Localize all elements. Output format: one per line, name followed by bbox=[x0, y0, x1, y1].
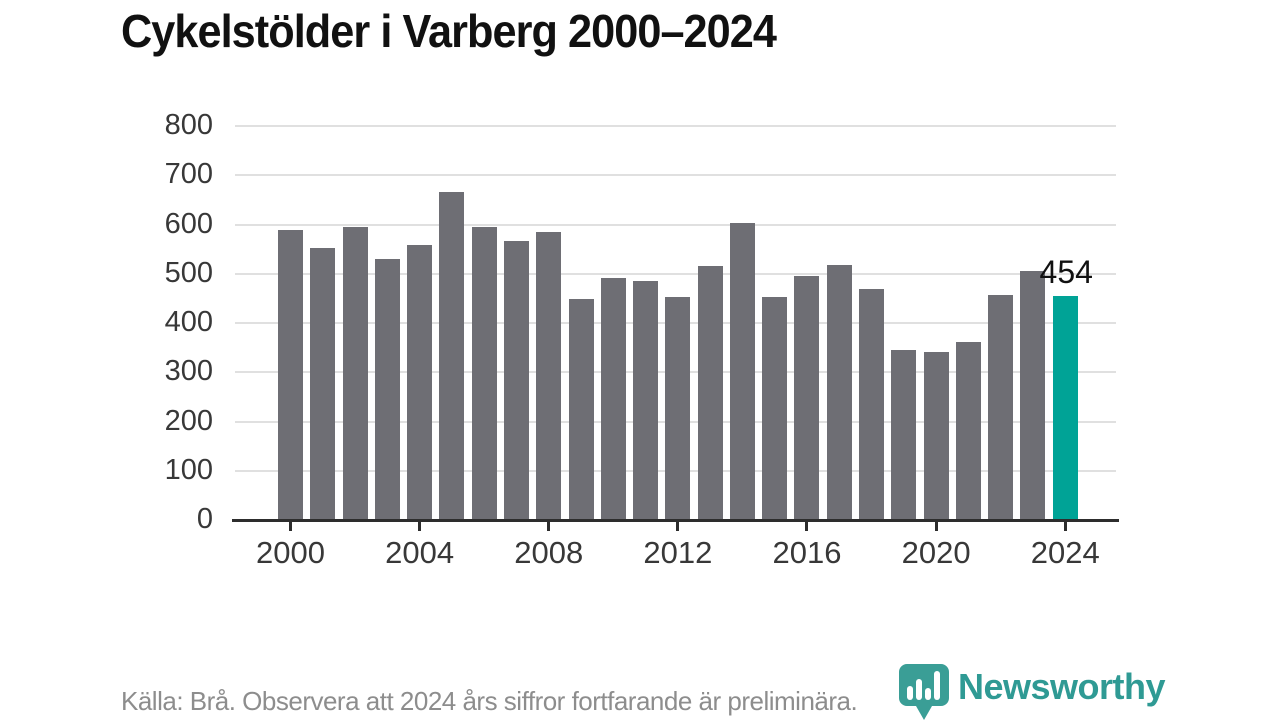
bar-2012 bbox=[665, 297, 691, 520]
bar-2002 bbox=[342, 226, 368, 520]
bar-2006 bbox=[471, 227, 497, 520]
bar-2017 bbox=[826, 264, 852, 520]
bar-2019 bbox=[891, 349, 917, 520]
bar-2015 bbox=[762, 296, 788, 520]
x-tick-label-2000: 2000 bbox=[256, 535, 325, 570]
bar-2014 bbox=[729, 222, 755, 520]
bar-2007 bbox=[503, 240, 529, 520]
bar-2016 bbox=[794, 276, 820, 520]
source-note: Källa: Brå. Observera att 2024 års siffr… bbox=[121, 686, 858, 716]
bar-2009 bbox=[568, 299, 594, 520]
bar-2011 bbox=[633, 281, 659, 520]
x-tick-label-2004: 2004 bbox=[385, 535, 455, 570]
y-tick-label-500: 500 bbox=[164, 256, 213, 289]
bar-2010 bbox=[600, 277, 626, 520]
bar-2005 bbox=[439, 191, 465, 520]
x-tick-label-2008: 2008 bbox=[514, 535, 584, 570]
y-tick-label-400: 400 bbox=[164, 305, 213, 338]
y-tick-label-200: 200 bbox=[164, 404, 213, 437]
x-tick-label-2024: 2024 bbox=[1030, 535, 1100, 570]
y-tick-label-0: 0 bbox=[196, 502, 213, 535]
x-tick-mark-2020 bbox=[934, 521, 938, 531]
x-tick-mark-2004 bbox=[418, 521, 422, 531]
bar-2024 bbox=[1052, 296, 1078, 520]
bar-2003 bbox=[374, 258, 400, 520]
gridline-700 bbox=[235, 174, 1116, 177]
newsworthy-pin-barchart-icon bbox=[898, 663, 950, 720]
y-tick-label-100: 100 bbox=[164, 453, 213, 486]
x-tick-label-2012: 2012 bbox=[643, 535, 713, 570]
gridline-800 bbox=[235, 125, 1116, 127]
x-tick-label-2020: 2020 bbox=[901, 535, 971, 570]
y-tick-label-700: 700 bbox=[164, 158, 213, 191]
x-tick-mark-2008 bbox=[547, 521, 551, 531]
plot-area bbox=[235, 125, 1116, 520]
bar-2020 bbox=[923, 352, 949, 520]
bar-2000 bbox=[278, 230, 303, 520]
bar-2018 bbox=[859, 288, 885, 520]
x-tick-mark-2016 bbox=[805, 521, 809, 531]
bar-2023 bbox=[1020, 270, 1046, 520]
bar-2021 bbox=[955, 341, 981, 520]
x-tick-mark-2024 bbox=[1063, 521, 1067, 531]
x-tick-mark-2012 bbox=[676, 521, 680, 531]
bar-2022 bbox=[988, 295, 1014, 520]
bar-2004 bbox=[407, 244, 433, 520]
x-tick-label-2016: 2016 bbox=[772, 535, 842, 570]
highlight-value-label: 454 bbox=[1039, 254, 1093, 291]
bar-2008 bbox=[536, 231, 562, 520]
bar-2013 bbox=[697, 266, 723, 520]
x-axis-line bbox=[232, 519, 1119, 522]
chart-title: Cykelstölder i Varberg 2000–2024 bbox=[121, 5, 777, 57]
bar-2001 bbox=[310, 247, 336, 520]
y-tick-label-600: 600 bbox=[164, 207, 213, 240]
gridline-600 bbox=[235, 223, 1116, 226]
gridline-500 bbox=[235, 272, 1116, 275]
newsworthy-logo-text: Newsworthy bbox=[958, 666, 1166, 707]
y-tick-label-300: 300 bbox=[164, 355, 213, 388]
x-tick-mark-2000 bbox=[289, 521, 292, 531]
y-tick-label-800: 800 bbox=[164, 108, 213, 141]
